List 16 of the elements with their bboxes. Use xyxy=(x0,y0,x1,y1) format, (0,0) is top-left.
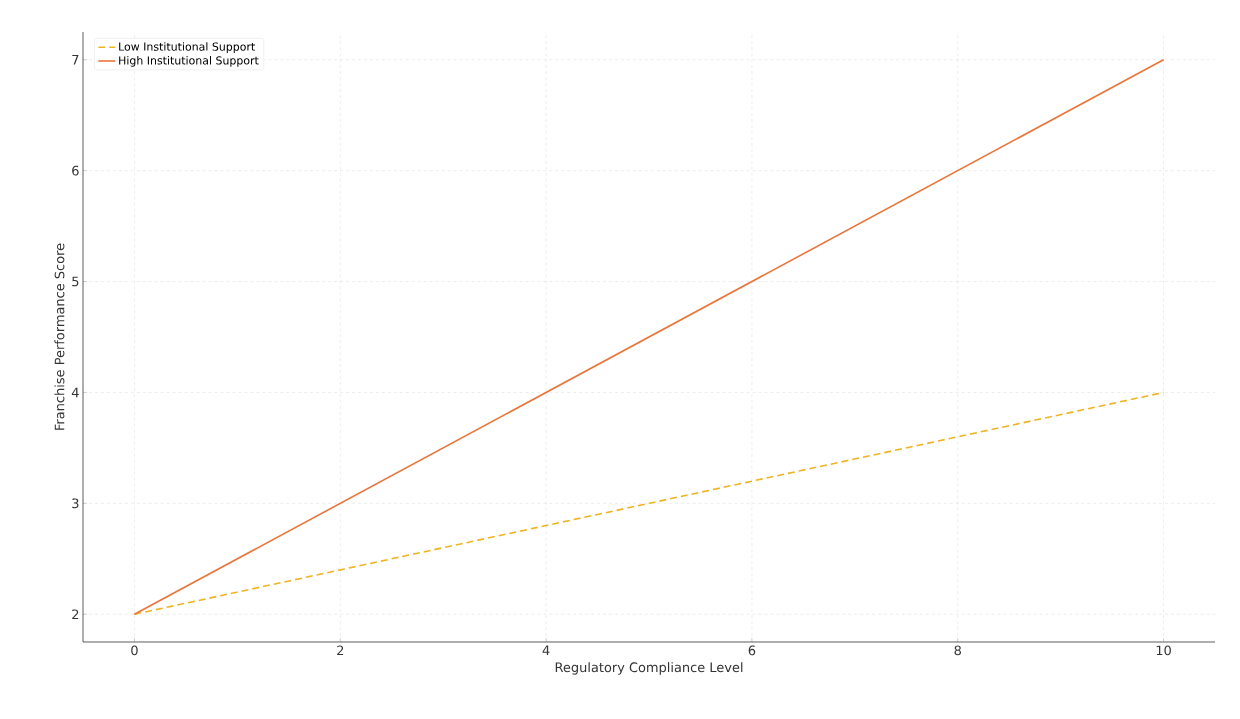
x-tick-label: 6 xyxy=(748,645,756,656)
y-tick-label: 5 xyxy=(72,276,79,287)
x-tick-label: 8 xyxy=(954,645,961,656)
x-tick-label: 10 xyxy=(1156,645,1171,656)
y-tick-label: 4 xyxy=(71,387,79,398)
x-axis-title: Regulatory Compliance Level xyxy=(555,662,743,675)
x-tick-label: 2 xyxy=(337,645,344,656)
legend-label: High Institutional Support xyxy=(119,56,259,67)
y-tick-label: 7 xyxy=(72,55,79,65)
legend-label: Low Institutional Support xyxy=(119,42,255,53)
y-axis-title: Franchise Performance Score xyxy=(54,243,65,430)
x-tick-label: 0 xyxy=(131,645,138,656)
x-tick-label: 4 xyxy=(542,645,550,655)
y-tick-label: 3 xyxy=(72,498,79,509)
y-tick-label: 2 xyxy=(72,609,79,620)
y-tick-label: 6 xyxy=(72,165,79,176)
